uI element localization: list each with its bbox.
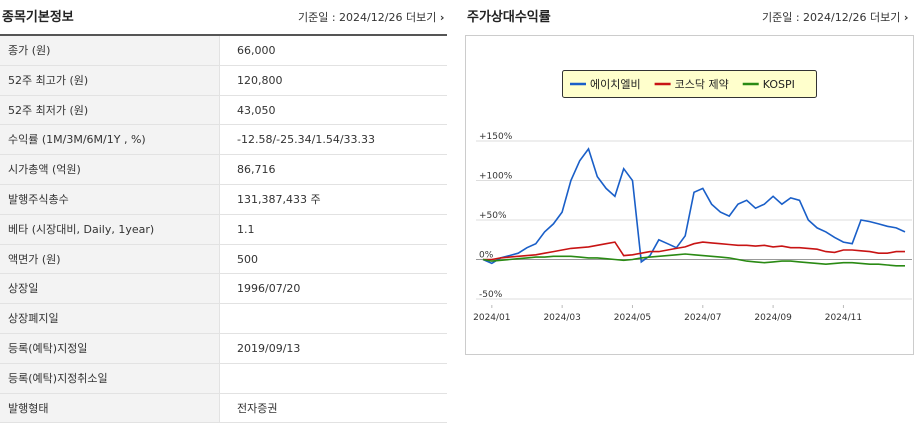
legend-label: KOSPI: [763, 78, 795, 91]
row-value: 120,800: [237, 73, 283, 87]
info-row: 액면가 (원) 500: [0, 244, 447, 275]
table-top: [0, 34, 447, 36]
chart-date: 기준일 : 2024/12/26 더보기 ›: [762, 9, 908, 25]
row-label: 발행주식총수: [0, 185, 220, 214]
row-label: 등록(예탁)지정취소일: [0, 363, 220, 393]
row-value: 1996/07/20: [237, 282, 301, 296]
info-date: 기준일 : 2024/12/26 더보기 ›: [298, 9, 444, 25]
x-tick-label: 2024/01: [473, 313, 510, 323]
info-row: 등록(예탁)지정취소일: [0, 363, 447, 394]
row-label: 시가총액 (억원): [0, 155, 220, 184]
info-row: 52주 최고가 (원) 120,800: [0, 65, 447, 96]
info-row: 등록(예탁)지정일 2019/09/13: [0, 334, 447, 364]
y-tick-label: +50%: [479, 211, 507, 221]
row-value: 2019/09/13: [237, 342, 301, 355]
row-label: 상장폐지일: [0, 304, 220, 333]
y-tick-label: -50%: [479, 290, 503, 300]
x-tick-label: 2024/05: [614, 313, 651, 323]
date-label: 기준일 : 2024/12/26: [298, 11, 403, 24]
row-value: 66,000: [237, 44, 276, 57]
info-row: 발행주식총수 131,387,433 주: [0, 185, 447, 215]
info-row: 상장폐지일: [0, 304, 447, 334]
row-label: 베타 (시장대비, Daily, 1year): [0, 214, 220, 244]
row-value: -12.58/-25.34/1.54/33.33: [237, 133, 376, 147]
date-label: 기준일 : 2024/12/26: [762, 11, 867, 24]
series-line: [483, 241, 905, 261]
series-line: [482, 253, 905, 267]
row-label: 52주 최저가 (원): [0, 95, 220, 125]
row-label: 상장일: [0, 274, 220, 304]
chart-title: 주가상대수익률: [467, 10, 551, 25]
info-row: 시가총액 (억원) 86,716: [0, 155, 447, 185]
row-label: 발행형태: [0, 393, 220, 423]
y-tick-label: +100%: [479, 172, 513, 182]
y-tick-label: 0%: [479, 251, 494, 261]
info-row: 상장일 1996/07/20: [0, 274, 447, 305]
row-value: 43,050: [237, 103, 276, 117]
row-label: 액면가 (원): [0, 244, 220, 274]
info-title: 종목기본정보: [2, 10, 74, 25]
legend-box: [562, 70, 817, 98]
info-row: 종가 (원) 66,000: [0, 36, 447, 66]
x-tick-label: 2024/11: [825, 313, 862, 323]
info-row: 발행형태 전자증권: [0, 393, 447, 424]
x-tick-label: 2024/03: [543, 313, 580, 323]
info-row: 수익률 (1M/3M/6M/1Y , %) -12.58/-25.34/1.54/…: [0, 125, 447, 156]
legend-label: 에이치엘비: [590, 78, 641, 91]
x-tick-label: 2024/09: [754, 313, 792, 323]
chevron[interactable]: ›: [903, 11, 909, 24]
row-value: 86,716: [237, 163, 276, 177]
row-label: 52주 최고가 (원): [0, 65, 220, 95]
row-label: 종가 (원): [0, 36, 220, 65]
info-row: 베타 (시장대비, Daily, 1year) 1.1: [0, 214, 447, 245]
row-value: 전자증권: [237, 401, 278, 415]
chevron[interactable]: ›: [439, 11, 445, 24]
row-value: 1.1: [237, 222, 255, 236]
legend-label: 코스닥 제약: [675, 77, 729, 91]
row-value: 131,387,433 주: [237, 193, 321, 206]
more-link[interactable]: 더보기: [405, 11, 437, 24]
x-tick-label: 2024/07: [684, 313, 721, 323]
more-link[interactable]: 더보기: [869, 11, 901, 24]
row-label: 수익률 (1M/3M/6M/1Y , %): [0, 125, 220, 155]
info-row: 52주 최저가 (원) 43,050: [0, 95, 447, 126]
series-line: [482, 147, 906, 265]
row-value: 500: [237, 252, 258, 266]
y-tick-label: +150%: [479, 132, 513, 142]
row-label: 등록(예탁)지정일: [0, 334, 220, 363]
